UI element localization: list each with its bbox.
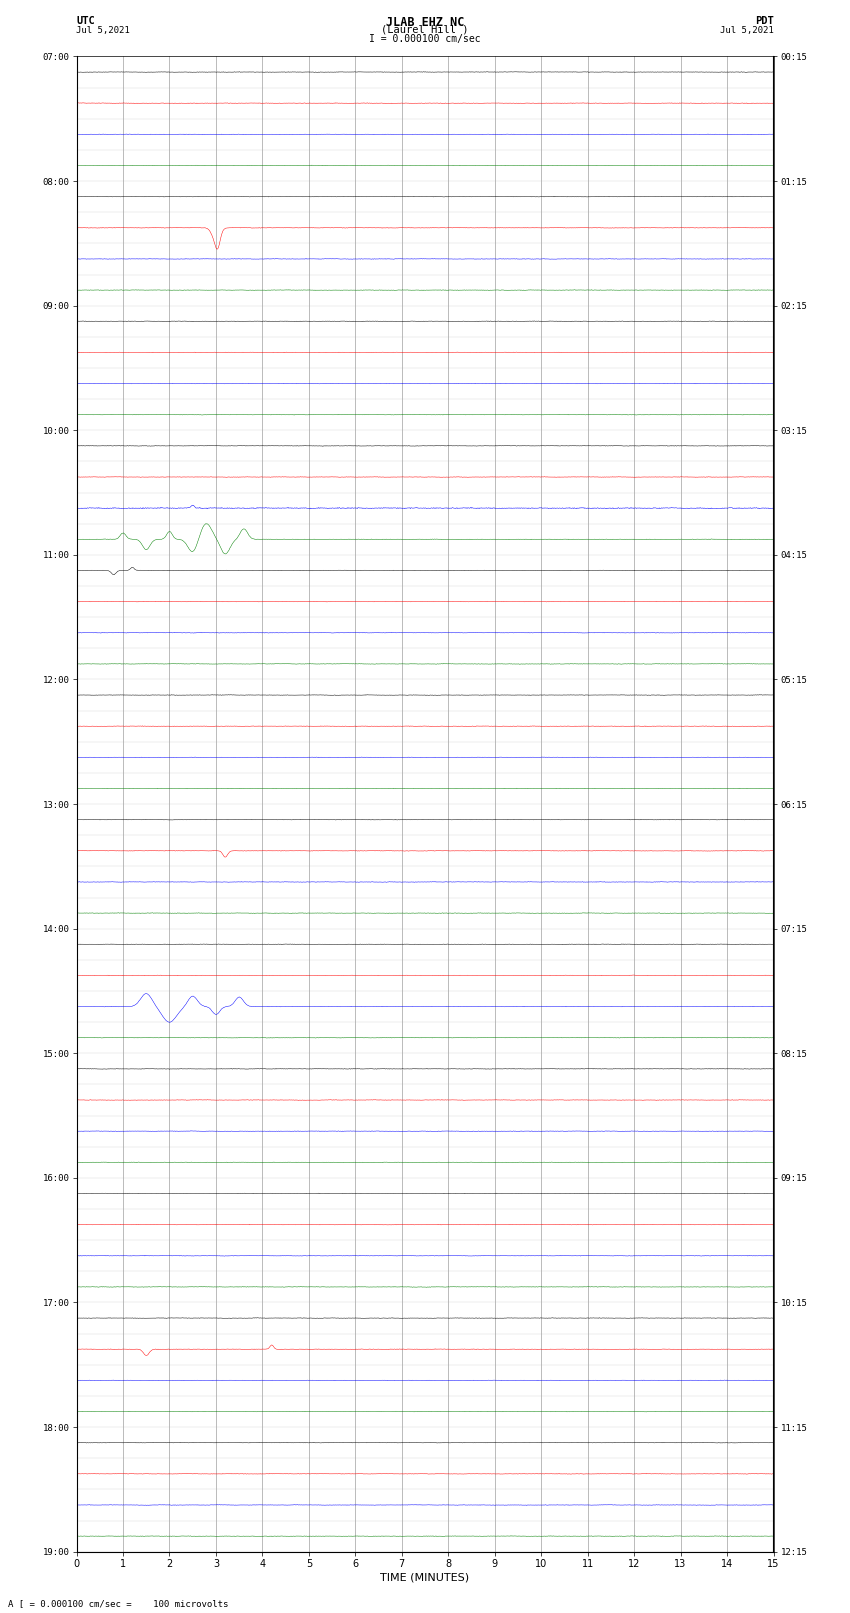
Text: JLAB EHZ NC: JLAB EHZ NC [386, 16, 464, 29]
Text: Jul 5,2021: Jul 5,2021 [76, 26, 130, 35]
Text: (Laurel Hill ): (Laurel Hill ) [382, 24, 468, 34]
Text: UTC: UTC [76, 16, 95, 26]
Text: Jul 5,2021: Jul 5,2021 [720, 26, 774, 35]
X-axis label: TIME (MINUTES): TIME (MINUTES) [381, 1573, 469, 1582]
Text: I = 0.000100 cm/sec: I = 0.000100 cm/sec [369, 34, 481, 44]
Text: PDT: PDT [755, 16, 774, 26]
Text: A [ = 0.000100 cm/sec =    100 microvolts: A [ = 0.000100 cm/sec = 100 microvolts [8, 1598, 229, 1608]
